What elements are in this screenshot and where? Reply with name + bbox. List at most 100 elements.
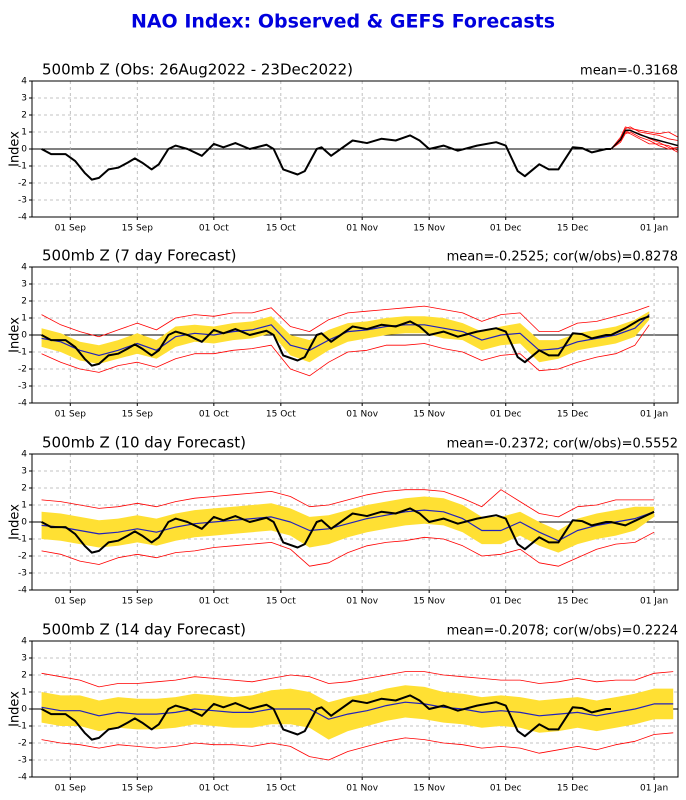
panel: -4 -3 -2 -1 0 1 2 3 4 01 Sep 15 Sep 01 Oct 15 Oct 01 …	[8, 434, 679, 607]
y-tick-label: 3	[21, 654, 27, 664]
x-tick-label: 01 Oct	[199, 784, 229, 794]
y-tick-label: -4	[18, 213, 27, 223]
series-line	[41, 315, 650, 367]
series-line	[41, 671, 674, 688]
y-tick-label: 1	[21, 128, 27, 138]
y-tick-label: -4	[18, 399, 27, 409]
x-tick-label: 01 Jan	[640, 597, 668, 607]
y-tick-label: -1	[18, 722, 27, 732]
y-tick-label: 4	[21, 637, 27, 647]
x-tick-label: 01 Nov	[346, 597, 379, 607]
y-tick-label: -3	[18, 196, 27, 206]
y-tick-label: 3	[21, 280, 27, 290]
plot-area	[41, 489, 655, 567]
x-tick-label: 15 Dec	[557, 224, 589, 234]
series-line	[41, 531, 655, 567]
panel: -4 -3 -2 -1 0 1 2 3 4 01 Sep 15 Sep 01 Oct 15 Oct 01 …	[8, 621, 679, 794]
y-tick-label: 4	[21, 263, 27, 273]
x-tick-label: 15 Nov	[413, 597, 446, 607]
series-line	[41, 509, 655, 542]
plot-area	[41, 671, 674, 761]
ensemble-band	[41, 311, 650, 364]
panel-title: 500mb Z (7 day Forecast)	[42, 247, 236, 265]
y-tick-label: 1	[21, 501, 27, 511]
y-tick-label: 3	[21, 94, 27, 104]
ensemble-band	[41, 496, 655, 553]
y-tick-label: 2	[21, 297, 27, 307]
x-tick-label: 15 Oct	[266, 224, 296, 234]
x-tick-label: 01 Sep	[55, 784, 87, 794]
x-tick-label: 15 Oct	[266, 597, 296, 607]
x-tick-label: 15 Nov	[413, 224, 446, 234]
y-tick-label: -4	[18, 586, 27, 596]
y-tick-label: -2	[18, 365, 27, 375]
x-tick-label: 01 Nov	[346, 784, 379, 794]
y-tick-label: 4	[21, 450, 27, 460]
series-line	[41, 134, 612, 181]
x-tick-label: 01 Sep	[55, 597, 87, 607]
y-tick-label: 2	[21, 671, 27, 681]
x-tick-label: 15 Dec	[557, 410, 589, 420]
x-tick-label: 01 Oct	[199, 597, 229, 607]
panel-title: 500mb Z (10 day Forecast)	[42, 434, 246, 452]
series-line	[41, 305, 650, 338]
x-tick-label: 01 Nov	[346, 410, 379, 420]
y-tick-label: -2	[18, 179, 27, 189]
x-tick-label: 15 Sep	[122, 597, 154, 607]
x-tick-label: 01 Jan	[640, 784, 668, 794]
x-tick-label: 15 Nov	[413, 784, 446, 794]
x-tick-label: 15 Dec	[557, 784, 589, 794]
series-line	[41, 694, 612, 741]
x-tick-label: 15 Sep	[122, 224, 154, 234]
plot-frame	[31, 80, 679, 218]
y-tick-label: 1	[21, 314, 27, 324]
plot-frame	[31, 266, 679, 404]
x-tick-label: 01 Jan	[640, 224, 668, 234]
x-tick-label: 01 Jan	[640, 410, 668, 420]
x-tick-label: 15 Dec	[557, 597, 589, 607]
panel-stats: mean=-0.3168	[580, 64, 678, 79]
x-tick-label: 15 Oct	[266, 784, 296, 794]
y-tick-label: -3	[18, 756, 27, 766]
series-line	[41, 489, 655, 518]
series-line	[610, 129, 678, 150]
y-tick-label: -1	[18, 348, 27, 358]
x-tick-label: 01 Dec	[490, 224, 522, 234]
panel: -4 -3 -2 -1 0 1 2 3 4 01 Sep 15 Sep 01 Oct 15 Oct 01 …	[8, 247, 679, 420]
y-tick-label: -1	[18, 535, 27, 545]
y-tick-label: 0	[21, 145, 27, 155]
plot-area	[41, 126, 678, 181]
y-tick-label: -4	[18, 773, 27, 783]
panel-stats: mean=-0.2525; cor(w/obs)=0.8278	[447, 250, 678, 265]
panel-title: 500mb Z (Obs: 26Aug2022 - 23Dec2022)	[42, 61, 353, 79]
panel-stats: mean=-0.2372; cor(w/obs)=0.5552	[447, 437, 678, 452]
x-tick-label: 01 Oct	[199, 224, 229, 234]
panel-title: 500mb Z (14 day Forecast)	[42, 621, 246, 639]
x-tick-label: 01 Oct	[199, 410, 229, 420]
x-tick-label: 15 Nov	[413, 410, 446, 420]
plot-frame	[31, 640, 679, 778]
y-tick-label: 0	[21, 518, 27, 528]
series-line	[610, 131, 678, 150]
y-axis-label: Index	[8, 504, 23, 540]
page-title: NAO Index: Observed & GEFS Forecasts	[131, 11, 555, 33]
y-axis-label: Index	[8, 317, 23, 353]
y-tick-label: -2	[18, 552, 27, 562]
series-line	[41, 324, 650, 377]
x-tick-label: 01 Sep	[55, 410, 87, 420]
plot-area	[41, 305, 650, 377]
series-line	[41, 732, 674, 761]
x-tick-label: 15 Sep	[122, 784, 154, 794]
x-tick-label: 01 Dec	[490, 597, 522, 607]
y-tick-label: -3	[18, 569, 27, 579]
y-tick-label: 2	[21, 484, 27, 494]
x-tick-label: 01 Nov	[346, 224, 379, 234]
y-tick-label: -3	[18, 382, 27, 392]
y-tick-label: 4	[21, 77, 27, 87]
y-axis-label: Index	[8, 131, 23, 167]
y-tick-label: 2	[21, 111, 27, 121]
y-axis-label: Index	[8, 691, 23, 727]
series-line	[41, 314, 650, 356]
y-tick-label: -2	[18, 739, 27, 749]
x-tick-label: 15 Oct	[266, 410, 296, 420]
